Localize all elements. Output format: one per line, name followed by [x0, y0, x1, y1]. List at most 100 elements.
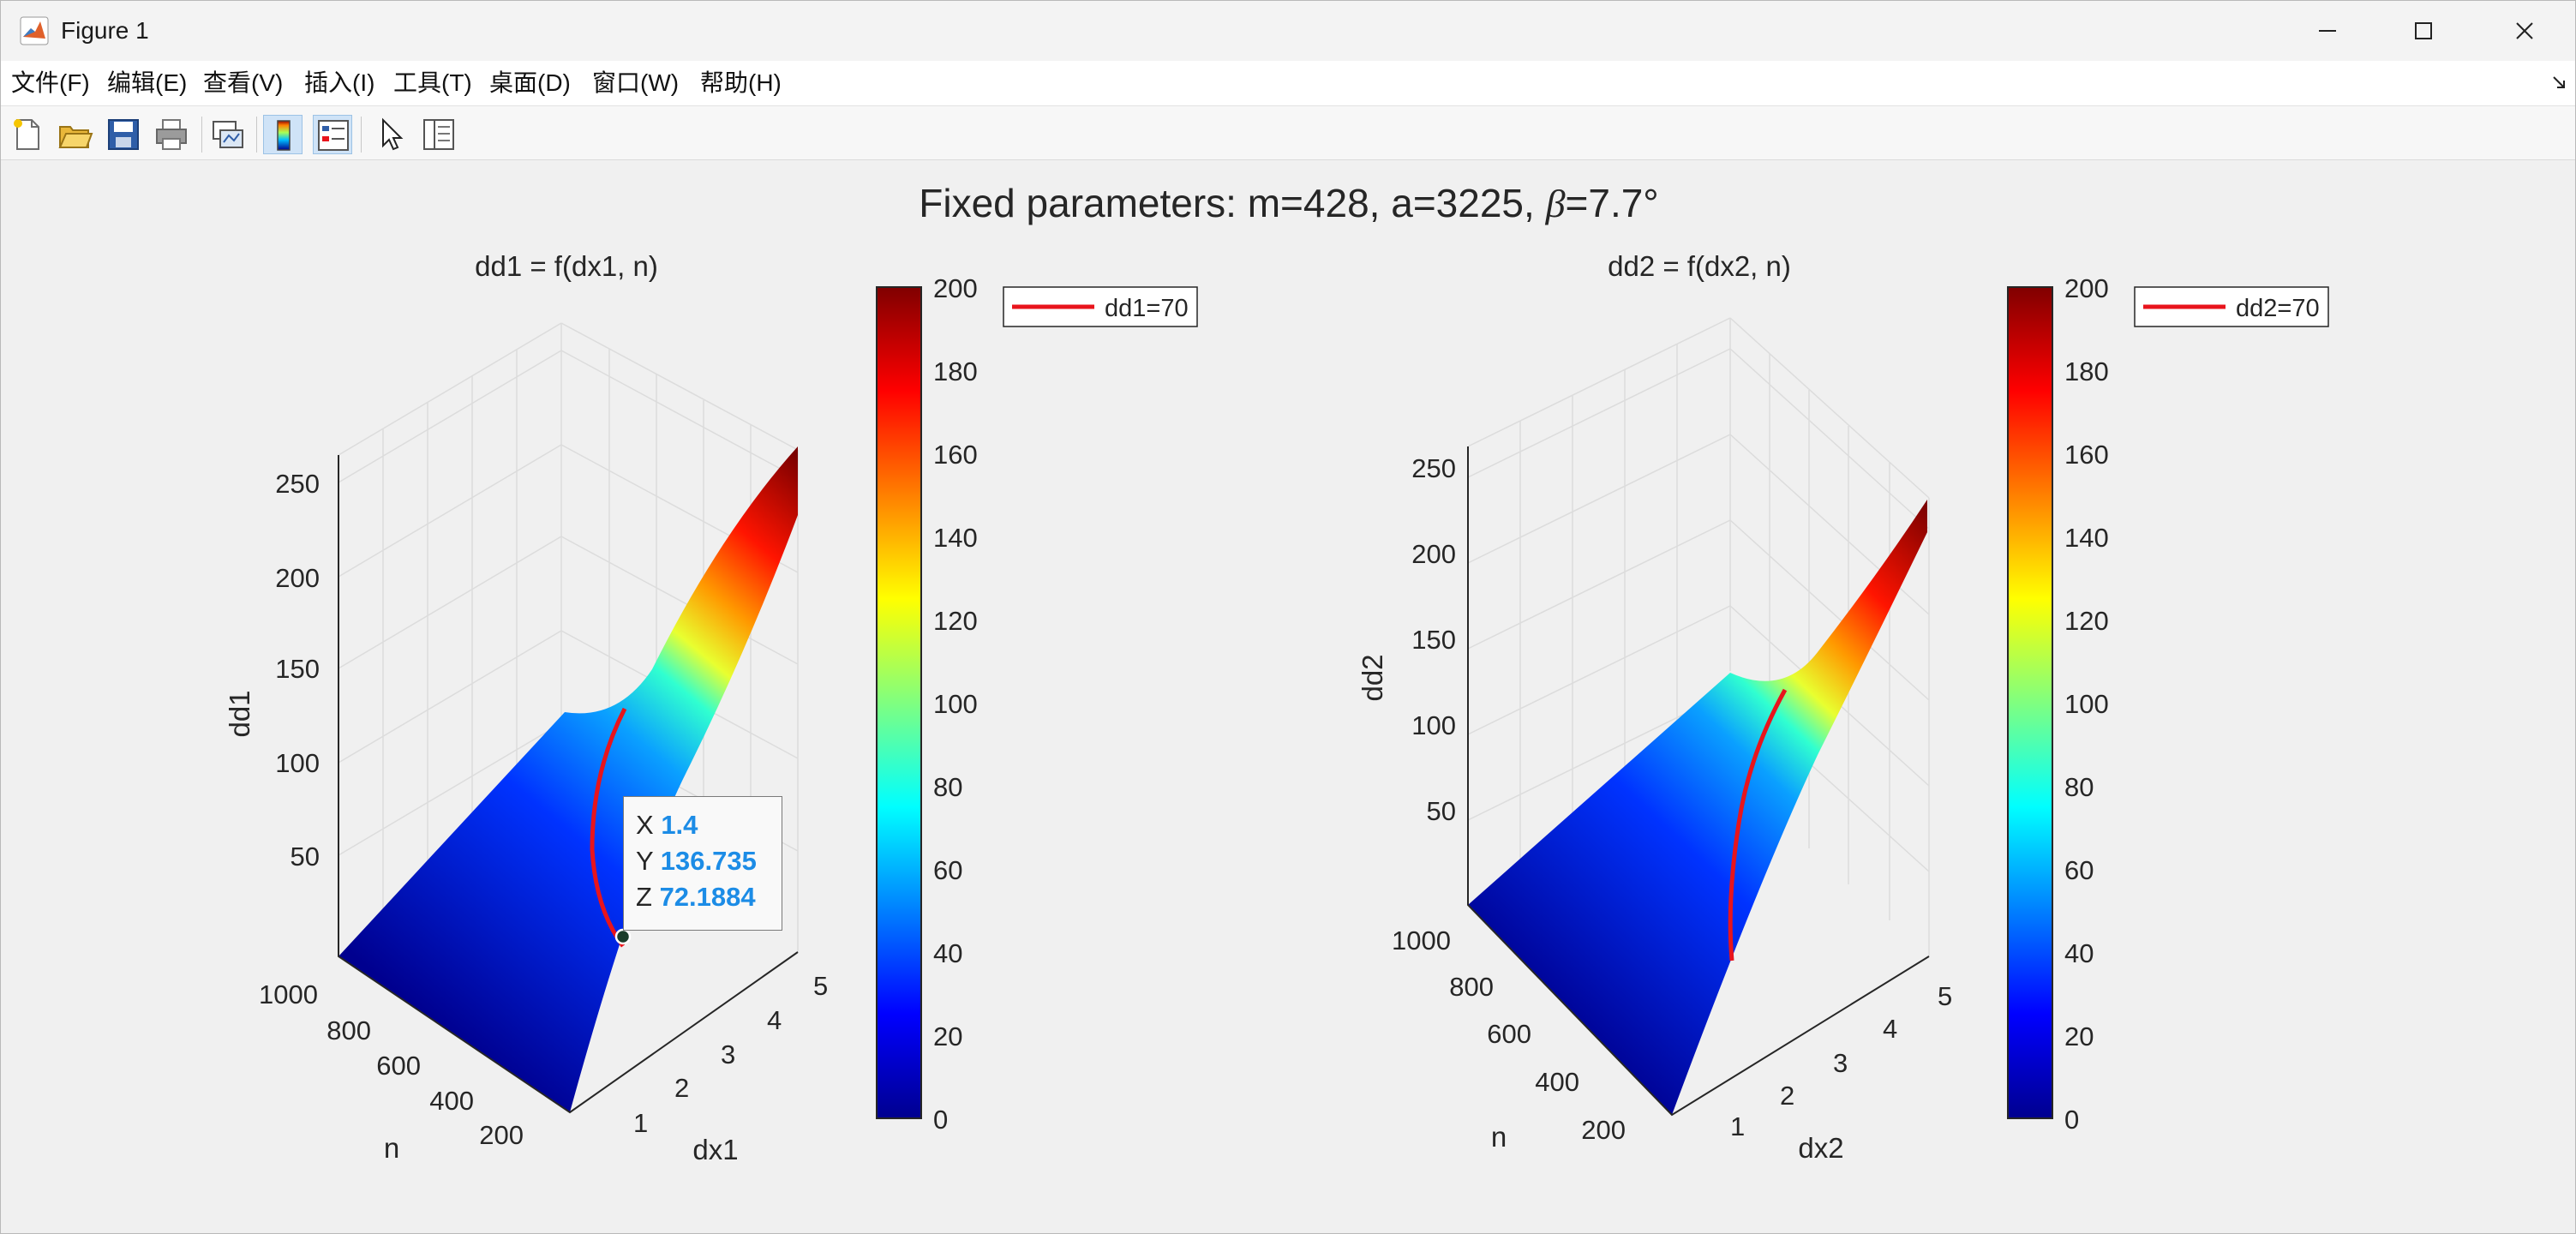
x-tick-label: 2 — [674, 1073, 689, 1103]
left-x-axis-label: dx1 — [692, 1134, 738, 1165]
colorbar-tick-label: 0 — [2064, 1105, 2079, 1135]
close-button[interactable] — [2477, 1, 2572, 61]
menu-file[interactable]: 文件(F) — [11, 69, 90, 96]
menu-desktop[interactable]: 桌面(D) — [489, 69, 571, 96]
print-button[interactable] — [152, 115, 191, 154]
y-tick-label: 400 — [1535, 1067, 1579, 1097]
z-tick-label: 150 — [275, 654, 320, 684]
colorbar-tick-label: 100 — [2064, 689, 2109, 719]
left-legend[interactable]: dd1=70 — [1003, 286, 1198, 327]
link-plot-button[interactable] — [208, 115, 248, 154]
z-tick-label: 200 — [275, 563, 320, 593]
y-tick-label: 800 — [1449, 972, 1494, 1002]
right-contour-line — [1728, 688, 1788, 961]
property-inspector-button[interactable] — [419, 115, 458, 154]
right-z-ticks: 50 100 150 200 250 — [1411, 453, 1456, 826]
left-axis-lines — [338, 455, 799, 1114]
right-axis-lines — [1467, 446, 1930, 1117]
right-colorbar-ticks: 0 20 40 60 80 100 120 140 160 180 200 — [2064, 273, 2109, 1135]
menu-window[interactable]: 窗口(W) — [592, 69, 680, 96]
matlab-logo-icon — [20, 16, 49, 45]
menu-view[interactable]: 查看(V) — [203, 69, 284, 96]
left-surface — [338, 446, 798, 1112]
colorbar-tick-label: 80 — [2064, 772, 2094, 802]
colorbar-tick-label: 180 — [2064, 356, 2109, 386]
colorbar-tick-label: 140 — [933, 523, 978, 553]
legend-toggle-button[interactable] — [313, 115, 352, 154]
datatip-y-label: Y — [636, 846, 654, 876]
right-legend[interactable]: dd2=70 — [2134, 286, 2329, 327]
figure-suptitle: Fixed parameters: m=428, a=3225, β=7.7° — [919, 181, 1658, 225]
datatip-y-value: 136.735 — [660, 846, 757, 876]
minimize-button[interactable] — [2280, 1, 2375, 61]
print-icon — [156, 119, 187, 150]
colorbar-tick-label: 0 — [933, 1105, 948, 1135]
figure-canvas[interactable]: Fixed parameters: m=428, a=3225, β=7.7° … — [1, 160, 2575, 1233]
colorbar-tick-label: 100 — [933, 689, 978, 719]
datatip-z-label: Z — [636, 882, 652, 912]
colorbar-toggle-icon — [277, 120, 291, 151]
menu-help[interactable]: 帮助(H) — [700, 69, 782, 96]
colorbar-tick-label: 140 — [2064, 523, 2109, 553]
menu-insert[interactable]: 插入(I) — [304, 69, 375, 96]
menu-bar: 文件(F) 编辑(E) 查看(V) 插入(I) 工具(T) 桌面(D) 窗口(W… — [1, 61, 2575, 106]
y-tick-label: 600 — [376, 1051, 421, 1081]
right-x-axis-label: dx2 — [1798, 1132, 1843, 1164]
z-tick-label: 100 — [1411, 710, 1456, 740]
y-tick-label: 200 — [479, 1120, 524, 1150]
datatip-x-label: X — [636, 810, 654, 840]
maximize-button[interactable] — [2376, 1, 2471, 61]
edit-plot-pointer-icon — [382, 117, 404, 151]
menu-edit[interactable]: 编辑(E) — [107, 69, 188, 96]
open-file-button[interactable] — [56, 115, 95, 154]
save-button[interactable] — [104, 115, 143, 154]
left-axes-title: dd1 = f(dx1, n) — [475, 250, 658, 282]
maximize-icon — [2415, 22, 2432, 39]
right-surface — [1468, 500, 1927, 1115]
right-y-ticks: 200 400 600 800 1000 — [1392, 926, 1626, 1145]
minimize-icon — [2319, 30, 2336, 32]
open-file-icon — [58, 126, 93, 148]
toolbar-separator — [256, 117, 257, 153]
edit-plot-button[interactable] — [371, 115, 410, 154]
z-tick-label: 250 — [1411, 453, 1456, 483]
left-3d-axes[interactable]: dd1 = f(dx1, n) — [224, 250, 828, 1165]
left-z-ticks: 50 100 150 200 250 — [275, 469, 320, 872]
x-tick-label: 1 — [633, 1108, 648, 1138]
x-tick-label: 4 — [1883, 1014, 1897, 1044]
toolbar-separator — [201, 117, 202, 153]
left-y-ticks: 200 400 600 800 1000 — [259, 979, 524, 1150]
right-colorbar[interactable]: 0 20 40 60 80 100 120 140 160 180 200 — [2007, 273, 2109, 1135]
colorbar-tick-label: 160 — [2064, 440, 2109, 470]
left-colorbar[interactable]: 0 20 40 60 80 100 120 140 160 180 200 — [876, 273, 978, 1135]
left-colorbar-gradient — [876, 286, 922, 1119]
datatip-box[interactable]: X 1.4 Y 136.735 Z 72.1884 — [623, 796, 782, 931]
title-bar[interactable]: Figure 1 — [1, 1, 2575, 61]
y-tick-label: 400 — [429, 1086, 474, 1116]
x-tick-label: 3 — [721, 1039, 735, 1069]
right-3d-axes[interactable]: dd2 = f(dx2, n) — [1357, 250, 1952, 1164]
colorbar-tick-label: 80 — [933, 772, 962, 802]
z-tick-label: 150 — [1411, 625, 1456, 655]
left-x-ticks: 1 2 3 4 5 — [633, 971, 828, 1138]
right-colorbar-gradient — [2007, 286, 2053, 1119]
colorbar-tick-label: 60 — [933, 855, 962, 885]
right-axes-title: dd2 = f(dx2, n) — [1608, 250, 1791, 282]
z-tick-label: 200 — [1411, 539, 1456, 569]
colorbar-toggle-button[interactable] — [263, 115, 303, 154]
z-tick-label: 50 — [1427, 796, 1456, 826]
z-tick-label: 250 — [275, 469, 320, 499]
new-figure-button[interactable] — [8, 115, 47, 154]
menu-tools[interactable]: 工具(T) — [393, 69, 472, 96]
datatip-marker[interactable] — [614, 928, 632, 945]
colorbar-tick-label: 40 — [933, 938, 962, 968]
plot-area: Fixed parameters: m=428, a=3225, β=7.7° … — [224, 181, 2329, 1165]
legend-toggle-icon — [318, 120, 349, 151]
datatip-y-row: Y 136.735 — [636, 843, 782, 879]
dock-arrow-icon[interactable] — [2551, 75, 2568, 92]
datatip-x-row: X 1.4 — [636, 807, 782, 843]
x-tick-label: 5 — [813, 971, 828, 1001]
x-tick-label: 3 — [1833, 1048, 1848, 1078]
x-tick-label: 1 — [1730, 1111, 1745, 1141]
